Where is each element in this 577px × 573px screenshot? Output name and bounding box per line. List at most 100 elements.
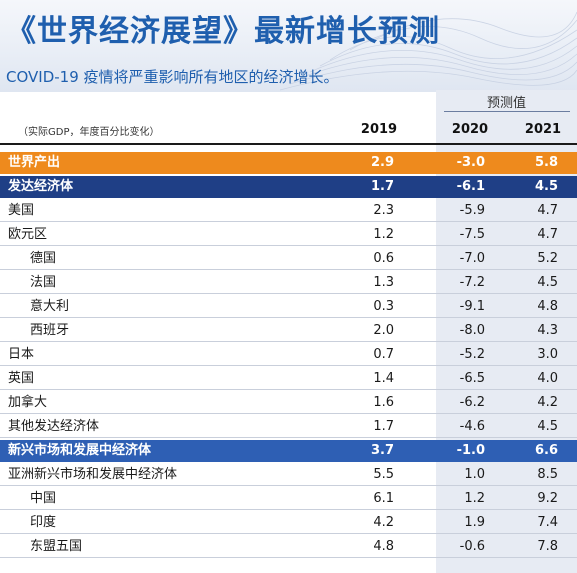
row-divider xyxy=(0,509,577,510)
value-2019: 2.9 xyxy=(370,155,394,170)
row-label: 其他发达经济体 xyxy=(8,419,100,434)
value-2020: 1.9 xyxy=(464,515,485,530)
value-2021: 5.2 xyxy=(537,251,558,266)
value-2020: -4.6 xyxy=(459,419,485,434)
row-divider xyxy=(0,293,577,294)
value-2021: 8.5 xyxy=(537,467,558,482)
value-2019: 4.2 xyxy=(373,515,394,530)
value-2020: -1.0 xyxy=(456,443,485,458)
value-2019: 1.7 xyxy=(370,179,394,194)
value-2020: -3.0 xyxy=(456,155,485,170)
row-divider xyxy=(0,557,577,558)
page-subtitle: COVID-19 疫情将严重影响所有地区的经济增长。 xyxy=(6,68,339,86)
projection-label: 预测值 xyxy=(486,96,526,111)
table-row: 发达经济体 1.7 -6.1 4.5 xyxy=(0,176,577,198)
unit-label: （实际GDP，年度百分比变化） xyxy=(18,127,160,138)
value-2019: 2.0 xyxy=(373,323,394,338)
value-2021: 4.8 xyxy=(537,299,558,314)
table-row: 加拿大 1.6 -6.2 4.2 xyxy=(0,392,577,414)
value-2019: 1.3 xyxy=(373,275,394,290)
row-divider xyxy=(0,365,577,366)
value-2021: 4.3 xyxy=(537,323,558,338)
wave-pattern-decoration xyxy=(279,11,577,91)
table-row: 亚洲新兴市场和发展中经济体 5.5 1.0 8.5 xyxy=(0,464,577,486)
row-divider xyxy=(0,221,577,222)
table-row: 德国 0.6 -7.0 5.2 xyxy=(0,248,577,270)
value-2021: 4.5 xyxy=(534,179,558,194)
row-label: 发达经济体 xyxy=(8,179,74,194)
page-title: 《世界经济展望》最新增长预测 xyxy=(6,14,440,49)
row-divider xyxy=(0,341,577,342)
table-row: 印度 4.2 1.9 7.4 xyxy=(0,512,577,534)
projection-underline xyxy=(444,111,570,112)
table-row: 东盟五国 4.8 -0.6 7.8 xyxy=(0,536,577,558)
table-row: 西班牙 2.0 -8.0 4.3 xyxy=(0,320,577,342)
value-2021: 5.8 xyxy=(534,155,558,170)
row-label: 印度 xyxy=(30,515,57,530)
value-2019: 1.2 xyxy=(373,227,394,242)
table-row: 法国 1.3 -7.2 4.5 xyxy=(0,272,577,294)
row-label: 世界产出 xyxy=(8,155,61,170)
value-2019: 3.7 xyxy=(370,443,394,458)
value-2021: 6.6 xyxy=(534,443,558,458)
row-label: 新兴市场和发展中经济体 xyxy=(8,443,152,458)
row-divider xyxy=(0,413,577,414)
table-row: 欧元区 1.2 -7.5 4.7 xyxy=(0,224,577,246)
row-label: 中国 xyxy=(30,491,57,506)
value-2019: 1.4 xyxy=(373,371,394,386)
value-2020: -7.0 xyxy=(459,251,485,266)
value-2021: 4.7 xyxy=(537,203,558,218)
value-2020: -6.2 xyxy=(459,395,485,410)
value-2020: -0.6 xyxy=(459,539,485,554)
value-2019: 0.3 xyxy=(373,299,394,314)
value-2021: 4.0 xyxy=(537,371,558,386)
row-label: 美国 xyxy=(8,203,35,218)
value-2019: 0.6 xyxy=(373,251,394,266)
value-2020: -8.0 xyxy=(459,323,485,338)
row-label: 西班牙 xyxy=(30,323,70,338)
value-2020: 1.2 xyxy=(464,491,485,506)
value-2021: 3.0 xyxy=(537,347,558,362)
value-2020: -5.2 xyxy=(459,347,485,362)
value-2019: 6.1 xyxy=(373,491,394,506)
value-2019: 1.7 xyxy=(373,419,394,434)
header-banner xyxy=(0,0,577,92)
row-label: 法国 xyxy=(30,275,57,290)
value-2021: 4.5 xyxy=(537,275,558,290)
value-2019: 0.7 xyxy=(373,347,394,362)
table-row: 其他发达经济体 1.7 -4.6 4.5 xyxy=(0,416,577,438)
value-2019: 2.3 xyxy=(373,203,394,218)
table-row: 中国 6.1 1.2 9.2 xyxy=(0,488,577,510)
value-2021: 4.5 xyxy=(537,419,558,434)
value-2019: 1.6 xyxy=(373,395,394,410)
column-header-2021: 2021 xyxy=(524,122,562,137)
value-2021: 7.8 xyxy=(537,539,558,554)
table-row: 英国 1.4 -6.5 4.0 xyxy=(0,368,577,390)
row-divider xyxy=(0,533,577,534)
row-label: 意大利 xyxy=(30,299,70,314)
row-divider xyxy=(0,437,577,438)
row-label: 德国 xyxy=(30,251,57,266)
value-2021: 7.4 xyxy=(537,515,558,530)
value-2020: -7.5 xyxy=(459,227,485,242)
value-2020: 1.0 xyxy=(464,467,485,482)
column-header-2019: 2019 xyxy=(360,122,398,137)
row-label: 加拿大 xyxy=(8,395,48,410)
value-2021: 4.2 xyxy=(537,395,558,410)
value-2020: -5.9 xyxy=(459,203,485,218)
value-2020: -9.1 xyxy=(459,299,485,314)
table-row: 世界产出 2.9 -3.0 5.8 xyxy=(0,152,577,174)
row-label: 日本 xyxy=(8,347,35,362)
row-label: 亚洲新兴市场和发展中经济体 xyxy=(8,467,178,482)
value-2021: 9.2 xyxy=(537,491,558,506)
table-row: 美国 2.3 -5.9 4.7 xyxy=(0,200,577,222)
row-divider xyxy=(0,389,577,390)
value-2020: -6.1 xyxy=(456,179,485,194)
value-2020: -6.5 xyxy=(459,371,485,386)
value-2021: 4.7 xyxy=(537,227,558,242)
header-divider xyxy=(0,143,577,145)
row-divider xyxy=(0,485,577,486)
row-divider xyxy=(0,245,577,246)
value-2019: 5.5 xyxy=(373,467,394,482)
table-row: 意大利 0.3 -9.1 4.8 xyxy=(0,296,577,318)
